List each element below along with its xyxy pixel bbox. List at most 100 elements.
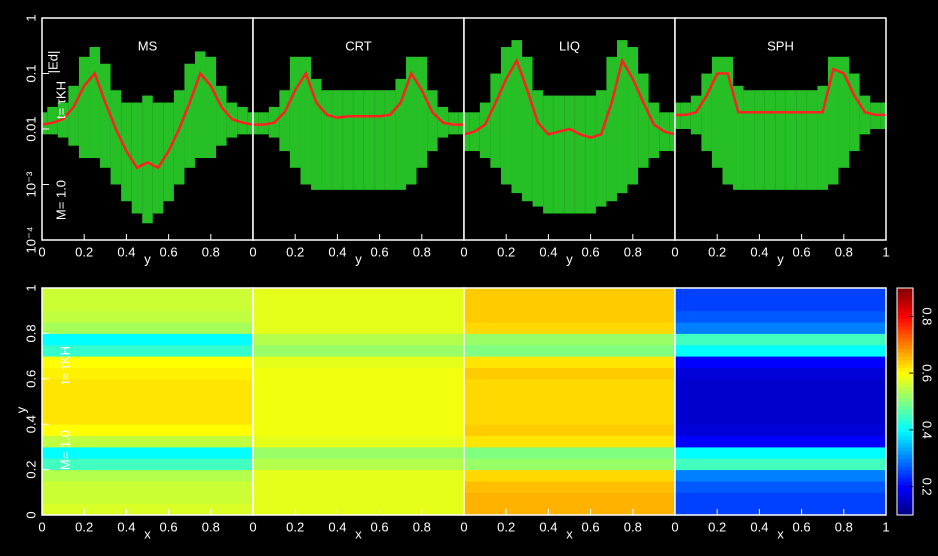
heatmap-row [42,378,253,391]
scatter-spread [743,90,755,190]
frame [674,287,887,516]
x-tick-label: 0 [38,244,45,259]
heatmap-row [42,492,253,505]
x-tick-label: 0.4 [117,244,135,259]
x-tick-label: 0.4 [750,244,768,259]
scatter-spread [754,90,765,190]
scatter-spread [827,56,839,185]
colorbar-slice [897,386,913,391]
colorbar-slice [897,435,913,440]
y-tick-label: 0.4 [23,415,38,433]
colorbar-slice [897,322,913,327]
heatmap-row [464,401,675,414]
colorbar-slice [897,503,913,508]
heatmap-row [675,299,886,312]
x-tick-label: 0.2 [286,244,304,259]
colorbar-slice [897,397,913,402]
colorbar-tick-label: 0.2 [920,478,935,496]
annotation: M= 1.0 [53,180,68,220]
heatmap-row [675,288,886,300]
colorbar-tick-label: 0.6 [920,364,935,382]
colorbar-slice [897,409,913,414]
scatter-spread [500,47,512,185]
heatmap-row [464,333,675,346]
heatmap-row [464,492,675,505]
x-tick-label: 0.2 [708,244,726,259]
colorbar-slice [897,458,913,463]
heatmap-row [253,310,464,323]
heatmap-row [675,480,886,493]
colorbar-slice [897,393,913,399]
colorbar-slice [897,477,913,482]
heatmap-row [675,378,886,391]
scatter-spread [237,106,248,135]
scatter-spread [311,78,322,190]
heatmap-row [464,299,675,312]
scatter-spread [606,56,617,202]
x-tick-label: 0.6 [160,519,178,534]
x-tick-label: 0 [671,244,678,259]
heatmap-row [675,401,886,414]
y-tick-label: 0.8 [23,324,38,342]
colorbar-slice [897,420,913,425]
scatter-spread [374,90,385,190]
heatmap-row [253,458,464,471]
heatmap-row [42,469,253,482]
colorbar-slice [897,511,913,516]
x-tick-label: 0.6 [582,244,600,259]
scatter-spread [173,90,185,185]
scatter-spread [701,73,712,152]
heatmap-row [675,367,886,380]
x-tick-label: 0.8 [624,519,642,534]
colorbar-slice [897,401,913,406]
scatter-spread [479,102,491,159]
heatmap-row [675,356,886,368]
heatmap-row [42,310,253,323]
heatmap-row [675,492,886,505]
x-tick-label: 0.2 [286,519,304,534]
heatmap-row [464,469,675,482]
colorbar-slice [897,356,913,361]
scatter-spread [595,90,607,207]
heatmap-row [253,367,464,380]
heatmap-row [464,356,675,368]
x-axis-label: x [355,526,362,541]
scatter-spread [532,90,544,207]
scatter-spread [711,56,723,168]
colorbar-slice [897,450,913,455]
mean-line [253,70,464,126]
x-tick-label: 0.6 [793,244,811,259]
scatter-spread [47,106,58,135]
y-tick-label: 1 [23,284,38,291]
scatter-spread [78,56,90,159]
scatter-spread [669,112,675,152]
heatmap-row [42,344,253,357]
heatmap-row [253,480,464,493]
heatmap-row [253,288,464,300]
scatter-spread [838,56,850,168]
colorbar-slice [897,337,913,342]
scatter-spread [775,90,786,190]
colorbar-slice [897,363,913,368]
y-tick-label: 0.2 [23,461,38,479]
colorbar-slice [897,443,913,448]
colorbar-slice [897,492,913,497]
scatter-spread [574,95,586,214]
y-tick-label: 0 [23,511,38,518]
x-tick-label: 0.2 [75,244,93,259]
x-tick-label: 0.4 [328,244,346,259]
scatter-spread [131,102,143,214]
colorbar-slice [897,299,913,304]
heatmap-row [464,446,675,459]
y-tick-label: 0.01 [23,116,38,141]
heatmap-row [42,503,253,516]
colorbar-slice [897,318,913,323]
panel-title: LIQ [559,38,580,53]
colorbar-slice [897,378,913,384]
x-tick-label: 0 [460,244,467,259]
mean-line [41,71,254,170]
colorbar-tick-label: 0.8 [920,307,935,325]
heatmap-row [675,333,886,346]
